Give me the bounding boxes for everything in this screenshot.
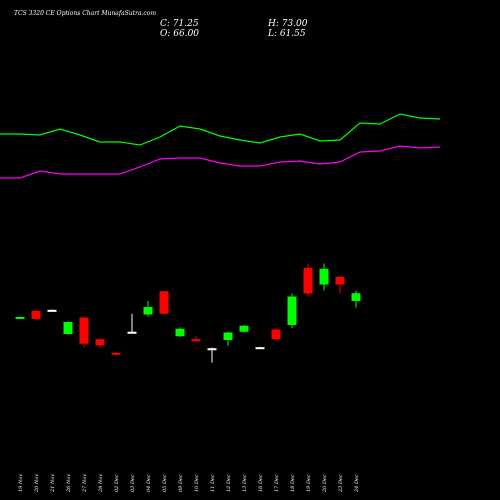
candle-body <box>127 331 137 334</box>
candle-body <box>31 310 41 319</box>
x-tick-label: 03 Dec <box>130 474 136 492</box>
x-tick-label: 17 Dec <box>274 474 280 492</box>
close-value: C: 71.25 <box>160 19 199 29</box>
x-tick-label: 26 Nov <box>66 474 72 493</box>
x-tick-label: 24 Dec <box>354 474 360 493</box>
chart-title: TCS 3320 CE Options Chart MunafaSutra.co… <box>14 10 157 17</box>
x-tick-label: 12 Dec <box>226 474 232 492</box>
candle-body <box>271 329 281 340</box>
candle-body <box>111 352 121 355</box>
candle-body <box>15 316 25 319</box>
x-tick-label: 19 Dec <box>306 474 312 492</box>
x-tick-label: 23 Dec <box>338 474 344 493</box>
candle-body <box>287 296 297 325</box>
candle-body <box>175 328 185 337</box>
candle-body <box>47 309 57 312</box>
candle-body <box>63 322 73 334</box>
candle-body <box>207 348 217 351</box>
candle-body <box>191 339 201 342</box>
candle-body <box>95 339 105 346</box>
candle-body <box>319 268 329 285</box>
candle-body <box>303 268 313 294</box>
x-tick-label: 04 Dec <box>146 474 152 492</box>
candle-body <box>159 291 169 314</box>
x-tick-label: 16 Dec <box>258 474 264 492</box>
open-value: O: 66.00 <box>160 29 200 39</box>
candle-body <box>335 277 345 285</box>
x-tick-label: 20 Nov <box>34 474 40 493</box>
x-tick-label: 13 Dec <box>242 474 248 492</box>
candle-body <box>351 293 361 301</box>
x-tick-label: 27 Nov <box>82 474 88 493</box>
candle-body <box>223 332 233 340</box>
lower-band-line <box>0 145 441 179</box>
x-tick-label: 19 Nov <box>18 474 24 492</box>
x-tick-label: 21 Nov <box>50 474 56 493</box>
x-tick-label: 10 Dec <box>194 474 200 492</box>
x-tick-label: 05 Dec <box>162 474 168 492</box>
x-tick-label: 20 Dec <box>322 474 328 493</box>
candle-body <box>143 307 153 315</box>
candles-group <box>15 263 361 363</box>
x-tick-label: 11 Dec <box>210 474 216 492</box>
candle-body <box>239 325 249 332</box>
x-tick-label: 28 Nov <box>98 474 104 493</box>
x-axis-labels: 19 Nov 20 Nov 21 Nov 26 Nov 27 Nov 28 Nov 02 D… <box>18 474 360 493</box>
candle-body <box>79 317 89 344</box>
high-value: H: 73.00 <box>268 19 308 29</box>
x-tick-label: 09 Dec <box>178 474 184 492</box>
upper-band-line <box>0 113 441 146</box>
x-tick-label: 18 Dec <box>290 474 296 492</box>
candle-body <box>255 347 265 350</box>
x-tick-label: 02 Dec <box>114 474 120 492</box>
low-value: L: 61.55 <box>268 29 306 39</box>
